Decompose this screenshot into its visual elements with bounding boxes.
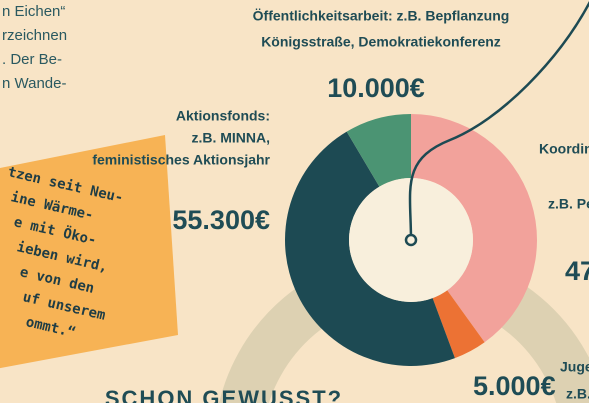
value-label: 55.300€ (172, 205, 270, 235)
slice-detail: z.B. Pe (548, 196, 589, 212)
value-label: 5.000€ (473, 371, 556, 401)
slice-detail: z.B. MINNA, (191, 130, 270, 146)
slice-label: Aktionsfonds: (176, 108, 270, 124)
pointer-line (408, 0, 589, 241)
slice-label: Öffentlichkeitsarbeit: z.B. Bepflanzung (253, 8, 510, 24)
donut-slice (346, 114, 411, 187)
slice-detail: z.B. (566, 386, 589, 402)
donut-slice (432, 290, 485, 359)
body-text: n Wande- (2, 75, 66, 92)
value-label: 47 (565, 256, 589, 286)
sticky-note (0, 135, 178, 369)
body-text: rzeichnen (2, 27, 67, 44)
body-text: n Eichen“ (2, 3, 65, 20)
slice-label: Juge (560, 359, 589, 375)
slice-label: Koordin (539, 141, 589, 157)
donut-slice (284, 131, 455, 367)
body-text: . Der Be- (2, 51, 62, 68)
value-label: 10.000€ (327, 73, 425, 103)
slice-detail: Königsstraße, Demokratiekonferenz (261, 34, 501, 50)
slice-detail: feministisches Aktionsjahr (92, 152, 270, 168)
pointer-dot (404, 233, 418, 247)
donut-chart (284, 0, 589, 367)
donut-slice (411, 114, 537, 343)
footer-heading: SCHON GEWUSST? (105, 386, 343, 403)
